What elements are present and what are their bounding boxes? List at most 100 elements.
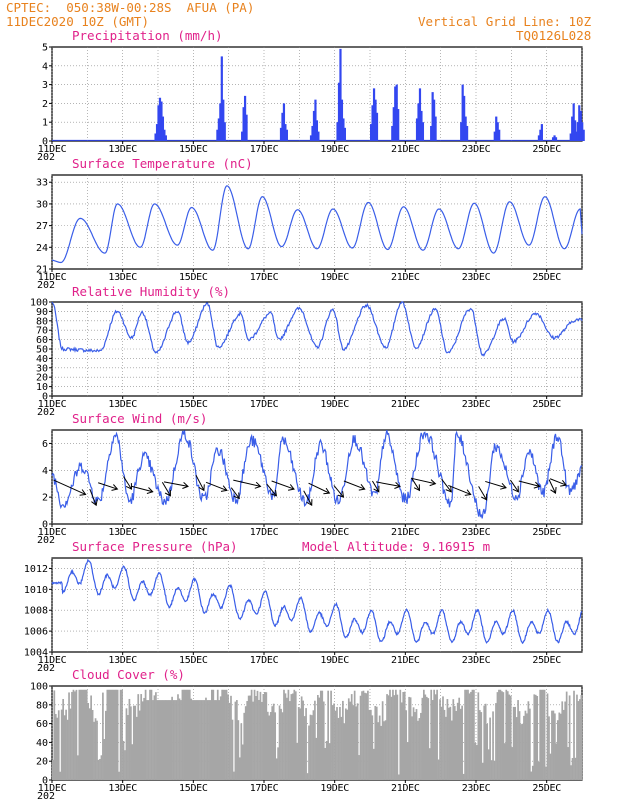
cloud-bar bbox=[559, 713, 562, 780]
cloud-bar bbox=[205, 697, 207, 780]
cloud-bar bbox=[175, 700, 178, 780]
precip-bar bbox=[582, 129, 585, 141]
y-tick-label: 2 bbox=[42, 99, 48, 110]
cloud-bar bbox=[221, 689, 224, 780]
wind-arrow-head bbox=[512, 485, 519, 493]
cloud-bar bbox=[287, 689, 290, 780]
cloud-bar bbox=[219, 696, 222, 780]
wind-arrow-shaft bbox=[448, 484, 471, 495]
cloud-bar bbox=[132, 705, 135, 780]
precip-bar bbox=[397, 109, 400, 141]
x-tick-label: 17DEC bbox=[250, 144, 279, 155]
cloud-bar bbox=[540, 689, 543, 780]
x-tick-label: 17DEC bbox=[250, 399, 279, 410]
wind-arrow-shaft bbox=[98, 482, 118, 490]
y-tick-label: 0 bbox=[42, 392, 48, 403]
cloud-bar bbox=[428, 748, 431, 780]
cloud-bar bbox=[274, 712, 277, 780]
cloud-bar bbox=[134, 705, 137, 780]
cloud-bar bbox=[414, 712, 416, 780]
wind-title: Surface Wind (m/s) bbox=[72, 411, 207, 426]
cloud-bar bbox=[171, 696, 173, 780]
cloud-bar bbox=[194, 700, 197, 780]
cloud-bar bbox=[399, 689, 402, 780]
cloud-bar bbox=[294, 691, 297, 780]
x-tick-label: 23DEC bbox=[462, 527, 491, 538]
precip-bar bbox=[540, 124, 543, 141]
wind-arrow-head bbox=[464, 489, 472, 496]
cloud-bar bbox=[75, 689, 78, 780]
y-tick-label: 33 bbox=[36, 178, 48, 189]
cloud-bar bbox=[188, 689, 191, 780]
x-tick-label: 13DEC bbox=[108, 399, 137, 410]
cloud-bar bbox=[518, 711, 521, 780]
precip-bar bbox=[537, 135, 541, 141]
cloud-bar bbox=[209, 700, 212, 780]
wind-arrow-shaft bbox=[411, 477, 420, 491]
wind-arrow-shaft bbox=[230, 487, 240, 499]
cloud-bar bbox=[481, 762, 484, 780]
precip-bar bbox=[314, 99, 317, 141]
cloud-bar bbox=[483, 705, 486, 780]
wind-arrow-shaft bbox=[518, 480, 540, 487]
cloud-bar bbox=[567, 747, 569, 780]
y-tick-label: 5 bbox=[42, 43, 48, 54]
cloud-bar bbox=[271, 706, 274, 780]
cloud-bar bbox=[246, 701, 249, 780]
cloud-bar bbox=[250, 689, 253, 780]
cloud-bar bbox=[412, 707, 415, 780]
cloud-bar bbox=[442, 696, 444, 780]
temp-title: Surface Temperature (nC) bbox=[72, 156, 253, 171]
x-tick-label: 17DEC bbox=[250, 783, 279, 794]
wind-arrow-shaft bbox=[478, 486, 488, 501]
cloud-bar bbox=[225, 689, 228, 780]
cloud-bar bbox=[218, 700, 221, 780]
wind-arrow-head bbox=[413, 484, 421, 492]
cloud-bar bbox=[243, 712, 246, 780]
year-fragment: 202 bbox=[37, 791, 55, 800]
cloud-bar bbox=[54, 714, 57, 780]
cloud-bar bbox=[291, 693, 294, 780]
precip-bar bbox=[417, 103, 420, 141]
cloud-bar bbox=[337, 717, 340, 780]
cloud-bar bbox=[94, 718, 97, 780]
year-fragment: 202 bbox=[37, 280, 55, 291]
cloud-bar bbox=[421, 697, 424, 780]
cloud-bar bbox=[109, 689, 112, 780]
precip-bar bbox=[317, 131, 320, 141]
precip-bar bbox=[394, 86, 397, 141]
cloud-bar bbox=[190, 698, 193, 780]
cloud-bar bbox=[458, 697, 461, 780]
cloud-bar bbox=[135, 716, 138, 780]
cloud-bar bbox=[365, 693, 368, 780]
cloud-bar bbox=[406, 742, 409, 780]
precip-bar bbox=[495, 116, 498, 141]
year-fragment: 202 bbox=[37, 535, 55, 546]
series-line-3 bbox=[51, 429, 583, 519]
cloud-bar bbox=[527, 701, 530, 780]
y-tick-label: 100 bbox=[30, 682, 48, 693]
cloud-bar bbox=[53, 690, 56, 780]
cloud-bar bbox=[499, 689, 502, 780]
model-altitude: Model Altitude: 9.16915 m bbox=[302, 539, 490, 554]
precip-bar bbox=[343, 127, 346, 141]
cloud-bar bbox=[144, 689, 147, 780]
cloud-bar bbox=[296, 742, 299, 780]
y-tick-label: 1 bbox=[42, 118, 48, 129]
x-tick-label: 23DEC bbox=[462, 272, 491, 283]
cloud-bar bbox=[383, 721, 385, 780]
cloud-bar bbox=[168, 700, 171, 780]
cloud-bar bbox=[124, 750, 126, 780]
cloud-bar bbox=[530, 771, 533, 780]
cloud-bar bbox=[79, 689, 82, 780]
x-tick-label: 21DEC bbox=[391, 527, 420, 538]
precip-bar bbox=[392, 107, 395, 141]
cloud-bar bbox=[233, 771, 235, 780]
y-tick-label: 0 bbox=[42, 137, 48, 148]
cloud-bar bbox=[501, 691, 503, 780]
precip-bar bbox=[575, 131, 578, 141]
grid-line-note: Vertical Grid Line: 10Z bbox=[418, 14, 592, 29]
precip-bar bbox=[158, 97, 162, 141]
cloud-bar bbox=[247, 695, 250, 780]
precip-bar bbox=[569, 133, 572, 141]
